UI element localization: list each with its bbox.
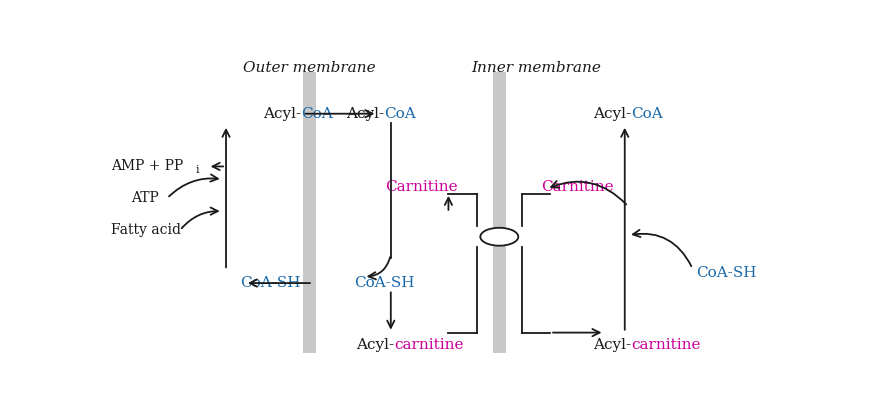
Text: AMP + PP: AMP + PP xyxy=(111,159,184,173)
Text: Fatty acid: Fatty acid xyxy=(111,223,181,237)
Text: Carnitine: Carnitine xyxy=(541,180,613,194)
Text: CoA-SH: CoA-SH xyxy=(354,276,414,290)
Text: Acyl-: Acyl- xyxy=(356,338,394,352)
Text: Outer membrane: Outer membrane xyxy=(243,61,375,75)
Text: Acyl-: Acyl- xyxy=(346,107,384,121)
Text: Acyl-: Acyl- xyxy=(263,107,301,121)
Text: Carnitine: Carnitine xyxy=(385,180,458,194)
Circle shape xyxy=(480,228,518,246)
FancyArrowPatch shape xyxy=(368,257,390,279)
Text: CoA: CoA xyxy=(384,107,416,121)
Text: CoA-SH: CoA-SH xyxy=(696,266,757,281)
Text: Inner membrane: Inner membrane xyxy=(472,61,601,75)
Text: Acyl-: Acyl- xyxy=(593,338,632,352)
FancyArrowPatch shape xyxy=(633,230,691,266)
Text: CoA-SH: CoA-SH xyxy=(240,276,300,290)
FancyArrowPatch shape xyxy=(551,181,626,204)
Text: carnitine: carnitine xyxy=(394,338,464,352)
Text: i: i xyxy=(195,165,200,175)
FancyArrowPatch shape xyxy=(182,208,218,228)
Text: Acyl-: Acyl- xyxy=(593,107,632,121)
Bar xyxy=(493,72,506,354)
Bar xyxy=(303,72,316,354)
Text: ATP: ATP xyxy=(131,191,159,205)
FancyArrowPatch shape xyxy=(169,174,218,196)
Text: CoA: CoA xyxy=(301,107,333,121)
Text: carnitine: carnitine xyxy=(632,338,701,352)
Text: CoA: CoA xyxy=(632,107,663,121)
